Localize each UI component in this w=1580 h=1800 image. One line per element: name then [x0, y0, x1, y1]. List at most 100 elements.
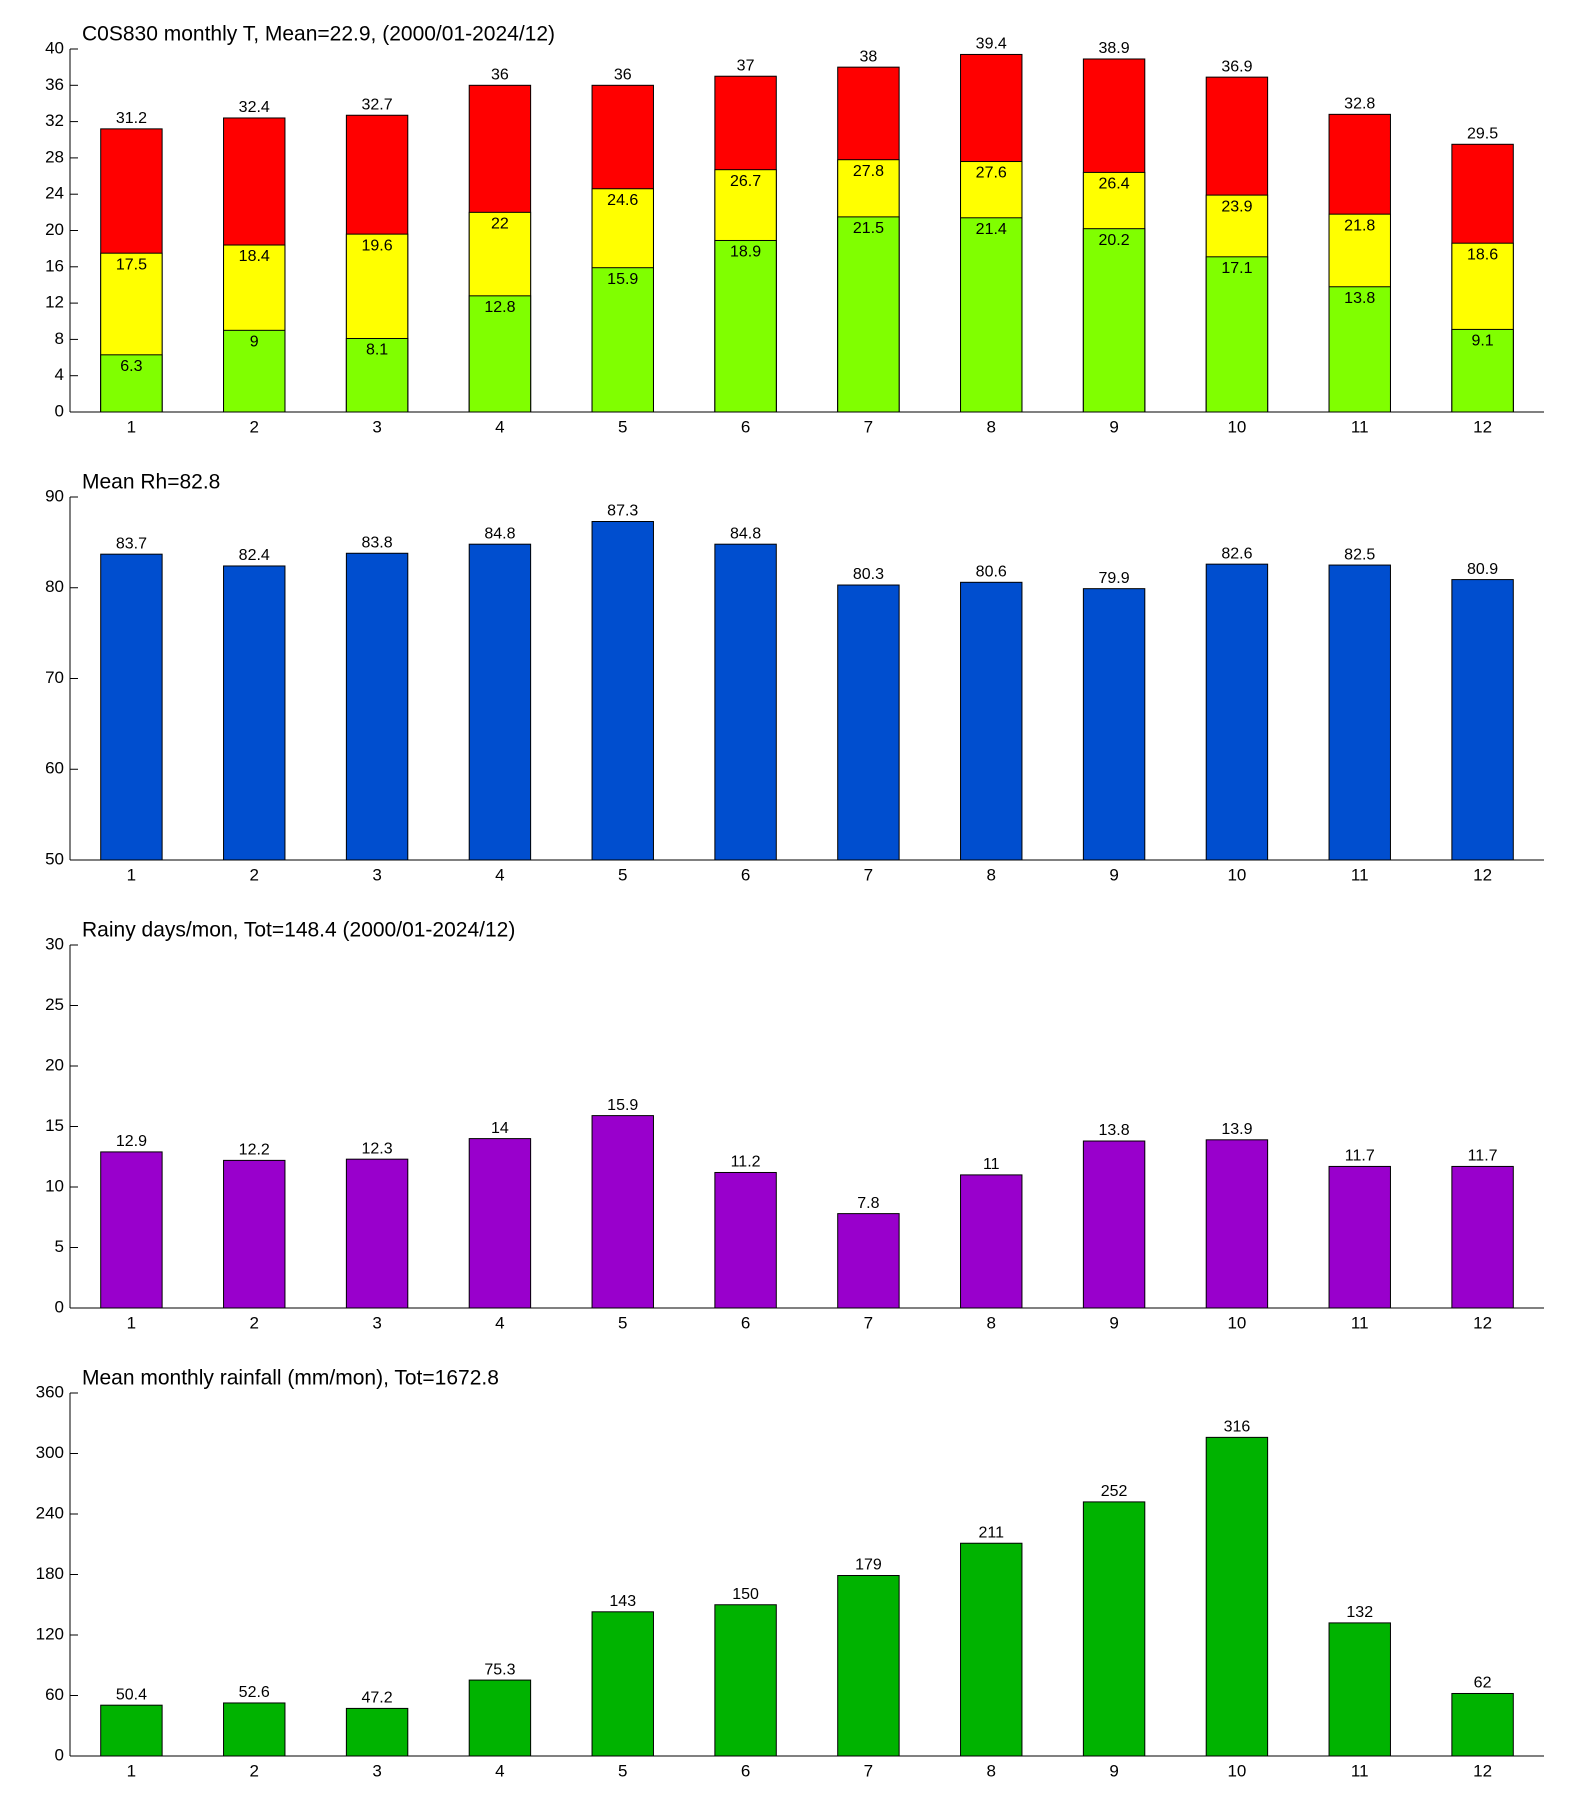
value-label: 143 — [609, 1593, 636, 1610]
bar — [468, 295, 532, 413]
value-label: 13.8 — [1344, 290, 1375, 307]
x-tick-label: 8 — [987, 865, 996, 884]
bar — [1328, 564, 1391, 861]
x-tick-label: 7 — [864, 865, 873, 884]
y-tick-label: 180 — [36, 1564, 64, 1583]
y-tick-label: 24 — [45, 184, 64, 203]
bar — [1451, 328, 1514, 413]
x-tick-label: 10 — [1227, 865, 1246, 884]
y-tick-label: 0 — [55, 401, 64, 420]
x-tick-label: 4 — [495, 417, 504, 436]
bar — [223, 1159, 286, 1309]
value-label: 12.9 — [116, 1133, 147, 1150]
x-tick-label: 7 — [864, 417, 873, 436]
value-label: 7.8 — [857, 1195, 879, 1212]
x-tick-label: 7 — [864, 1761, 873, 1780]
value-label: 29.5 — [1467, 126, 1498, 143]
value-label: 38.9 — [1099, 40, 1130, 57]
value-label: 17.5 — [116, 256, 147, 273]
value-label: 11.2 — [731, 1154, 761, 1171]
value-label: 50.4 — [116, 1686, 147, 1703]
bar — [100, 1151, 163, 1309]
value-label: 24.6 — [607, 192, 638, 209]
y-tick-label: 4 — [55, 365, 64, 384]
value-label: 31.2 — [116, 110, 147, 127]
x-tick-label: 4 — [495, 1313, 504, 1332]
bar — [960, 217, 1023, 413]
bar — [837, 216, 900, 413]
x-tick-label: 9 — [1109, 1313, 1118, 1332]
x-tick-label: 1 — [127, 1313, 136, 1332]
value-label: 6.3 — [120, 358, 142, 375]
y-tick-label: 90 — [45, 486, 64, 505]
value-label: 22 — [491, 216, 509, 233]
bar — [1451, 1692, 1514, 1757]
bar — [468, 1679, 532, 1757]
x-tick-label: 5 — [618, 417, 627, 436]
x-tick-label: 11 — [1351, 417, 1369, 436]
value-label: 27.6 — [976, 165, 1007, 182]
bar — [1205, 563, 1269, 861]
chart-title: Mean monthly rainfall (mm/mon), Tot=1672… — [82, 1367, 499, 1390]
x-tick-label: 2 — [250, 1761, 259, 1780]
x-tick-label: 11 — [1351, 1313, 1369, 1332]
x-tick-label: 11 — [1351, 1761, 1369, 1780]
value-label: 132 — [1346, 1604, 1373, 1621]
x-tick-label: 3 — [372, 865, 381, 884]
value-label: 21.5 — [853, 220, 884, 237]
bar — [960, 581, 1023, 861]
value-label: 83.7 — [116, 535, 147, 552]
value-label: 80.9 — [1467, 561, 1498, 578]
value-label: 52.6 — [239, 1684, 270, 1701]
value-label: 32.7 — [362, 96, 393, 113]
x-tick-label: 12 — [1473, 865, 1492, 884]
value-label: 14 — [491, 1120, 509, 1137]
bar — [960, 1542, 1023, 1757]
bar — [1082, 1140, 1146, 1309]
x-tick-label: 10 — [1227, 1313, 1246, 1332]
y-tick-label: 10 — [45, 1176, 64, 1195]
x-tick-label: 4 — [495, 865, 504, 884]
bar — [345, 552, 409, 861]
value-label: 211 — [978, 1524, 1004, 1541]
value-label: 27.8 — [853, 163, 884, 180]
value-label: 11.7 — [1468, 1148, 1498, 1165]
bar — [1451, 579, 1514, 861]
value-label: 13.8 — [1099, 1122, 1130, 1139]
value-label: 20.2 — [1099, 232, 1130, 249]
x-tick-label: 2 — [250, 1313, 259, 1332]
value-label: 18.9 — [730, 244, 761, 261]
value-label: 12.3 — [362, 1140, 393, 1157]
bar — [345, 1158, 409, 1309]
value-label: 150 — [732, 1586, 759, 1603]
x-tick-label: 9 — [1109, 417, 1118, 436]
bar — [223, 329, 286, 413]
bar — [100, 1704, 163, 1757]
bar — [1082, 228, 1146, 413]
value-label: 13.9 — [1221, 1121, 1252, 1138]
bar — [100, 354, 163, 413]
y-tick-label: 30 — [45, 934, 64, 953]
x-tick-label: 3 — [372, 417, 381, 436]
value-label: 21.4 — [976, 221, 1007, 238]
x-tick-label: 10 — [1227, 417, 1246, 436]
value-label: 8.1 — [366, 342, 388, 359]
x-tick-label: 6 — [741, 1761, 750, 1780]
bar — [468, 543, 532, 861]
bar — [223, 1702, 286, 1757]
x-tick-label: 8 — [987, 417, 996, 436]
value-label: 36.9 — [1221, 58, 1252, 75]
value-label: 21.8 — [1344, 217, 1375, 234]
x-tick-label: 5 — [618, 1761, 627, 1780]
bar — [714, 239, 777, 413]
value-label: 11.7 — [1345, 1148, 1375, 1165]
bar — [591, 1611, 654, 1757]
value-label: 83.8 — [362, 534, 393, 551]
y-tick-label: 0 — [55, 1297, 64, 1316]
bar — [1082, 1501, 1146, 1757]
x-tick-label: 1 — [127, 865, 136, 884]
value-label: 12.8 — [484, 299, 515, 316]
value-label: 82.5 — [1344, 546, 1375, 563]
x-tick-label: 10 — [1227, 1761, 1246, 1780]
